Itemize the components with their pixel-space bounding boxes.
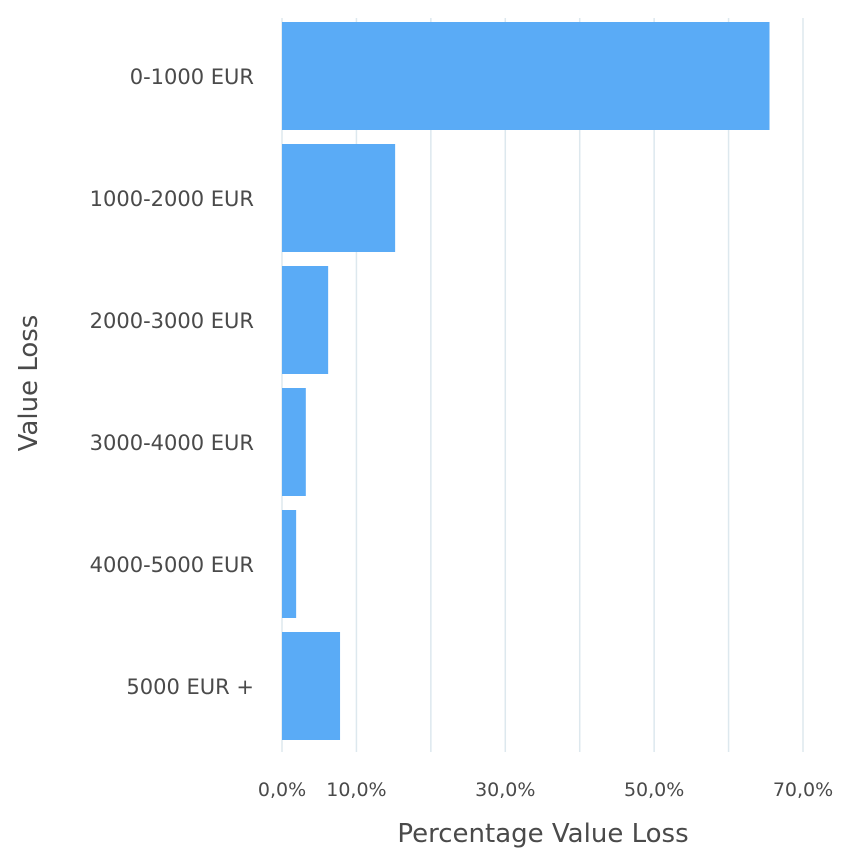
bar [282, 632, 341, 740]
bar [282, 144, 396, 252]
y-tick-label: 3000-4000 EUR [90, 431, 254, 455]
y-tick-labels: 0-1000 EUR 1000-2000 EUR 2000-3000 EUR 3000… [90, 65, 254, 699]
y-tick-label: 1000-2000 EUR [90, 187, 254, 211]
y-tick-label: 2000-3000 EUR [90, 309, 254, 333]
y-tick-label: 4000-5000 EUR [90, 553, 254, 577]
bar [282, 510, 297, 618]
bar [282, 388, 306, 496]
x-tick-label: 50,0% [624, 779, 684, 801]
x-tick-labels: 0,0% 10,0% 30,0% 50,0% 70,0% [258, 779, 833, 801]
x-tick-label: 70,0% [773, 779, 833, 801]
x-tick-label: 0,0% [258, 779, 306, 801]
bar [282, 22, 770, 130]
y-tick-label: 0-1000 EUR [130, 65, 254, 89]
y-tick-label: 5000 EUR + [126, 675, 254, 699]
bar [282, 266, 329, 374]
x-tick-label: 10,0% [326, 779, 386, 801]
y-axis-title: Value Loss [14, 315, 44, 452]
x-tick-label: 30,0% [475, 779, 535, 801]
bars [282, 22, 770, 740]
gridlines [281, 18, 804, 752]
x-axis-title: Percentage Value Loss [397, 819, 688, 849]
